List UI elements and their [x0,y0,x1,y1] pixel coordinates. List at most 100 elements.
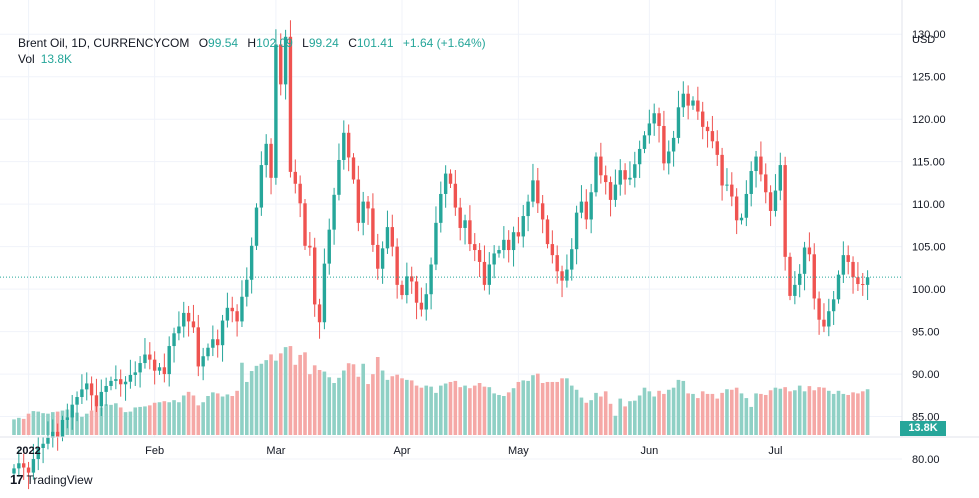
close-label: C [348,36,357,50]
candle-body [730,184,734,197]
volume-bar [516,381,521,435]
candle-body [75,397,79,405]
candle-body [94,395,99,407]
candle-body [41,443,45,448]
volume-bar [395,374,399,435]
candle-body [303,203,307,246]
candle-body [836,274,841,300]
candle-body [51,431,55,438]
candle-body [633,164,637,178]
volume-bar [574,389,579,435]
candle-body [356,179,361,223]
volume-bar [497,394,501,435]
volume-bar [584,402,589,435]
candle-body [468,220,472,245]
volume-bar [274,360,278,435]
volume-bar [327,377,332,435]
candle-body [114,379,118,381]
volume-bar [109,404,113,435]
volume-bar [371,374,375,435]
tradingview-brand[interactable]: 17 TradingView [10,472,93,487]
candle-body [31,459,36,473]
candle-body [652,113,656,124]
volume-bar [797,385,802,435]
volume-bar [550,381,555,435]
volume-bar [749,406,753,435]
candle-body [177,326,181,334]
high-value: 102.09 [256,36,293,50]
volume-bar [783,387,787,435]
volume-bar [788,391,792,435]
volume-bar [730,389,734,435]
volume-bar [763,394,768,435]
volume-bar [589,400,593,435]
candle-body [346,132,351,158]
candle-body [196,327,200,367]
candle-body [657,113,661,126]
candle-body [167,346,171,375]
candle-body [85,383,89,390]
change-value: +1.64 (+1.64%) [402,36,486,50]
volume-bar [686,393,690,435]
volume-bar [375,357,380,435]
volume-row: Vol 13.8K [18,51,486,67]
candle-body [298,183,302,204]
candle-body [807,247,812,255]
volume-bar [492,393,496,435]
candle-body [327,229,331,264]
candle-body [599,156,603,176]
volume-bar [385,379,390,435]
candle-body [589,192,593,220]
tradingview-logo-icon: 17 [10,472,24,487]
candle-body [628,177,632,180]
candle-body [531,180,535,202]
volume-bar [94,406,99,435]
candle-body [788,256,792,296]
candle-body [240,296,244,322]
candle-body [152,359,157,371]
volume-bar [118,407,123,435]
candle-body [55,431,60,437]
volume-bar [734,387,739,435]
currency-label[interactable]: USD [912,34,936,46]
candle-body [138,363,142,373]
volume-bar [628,401,632,435]
volume-bar [545,381,550,435]
candle-body [143,354,147,364]
candle-body [759,156,763,175]
candle-body [80,389,84,398]
candle-body [283,36,288,85]
candle-body [783,165,787,257]
candle-body [865,277,870,285]
volume-bar [637,395,642,435]
volume-bar [540,383,545,435]
volume-bar [700,391,705,435]
candle-body [434,222,438,265]
candle-body [604,175,608,183]
volume-bar [807,386,812,435]
chart-legend: Brent Oil, 1D, CURRENCYCOM O99.54 H102.0… [18,35,486,67]
candle-body [764,174,768,193]
x-tick-label: Apr [393,445,410,457]
candle-body [511,232,516,251]
symbol-title[interactable]: Brent Oil, 1D, CURRENCYCOM [18,36,190,50]
volume-bar [220,396,225,435]
volume-bar [12,419,16,435]
candle-body [686,93,690,106]
candle-body [342,132,346,160]
candle-body [439,193,443,223]
volume-bar [793,390,797,435]
candle-body [841,255,846,275]
candle-body [366,201,370,209]
candle-body [482,261,487,285]
volume-bar [623,406,627,435]
volume-bar [264,360,268,435]
volume-bar [206,396,210,435]
candle-body [429,264,433,295]
volume-bar [235,390,239,435]
volume-bar [162,401,167,435]
candle-body [458,207,462,228]
candle-body [550,244,555,256]
candle-body [405,276,409,296]
